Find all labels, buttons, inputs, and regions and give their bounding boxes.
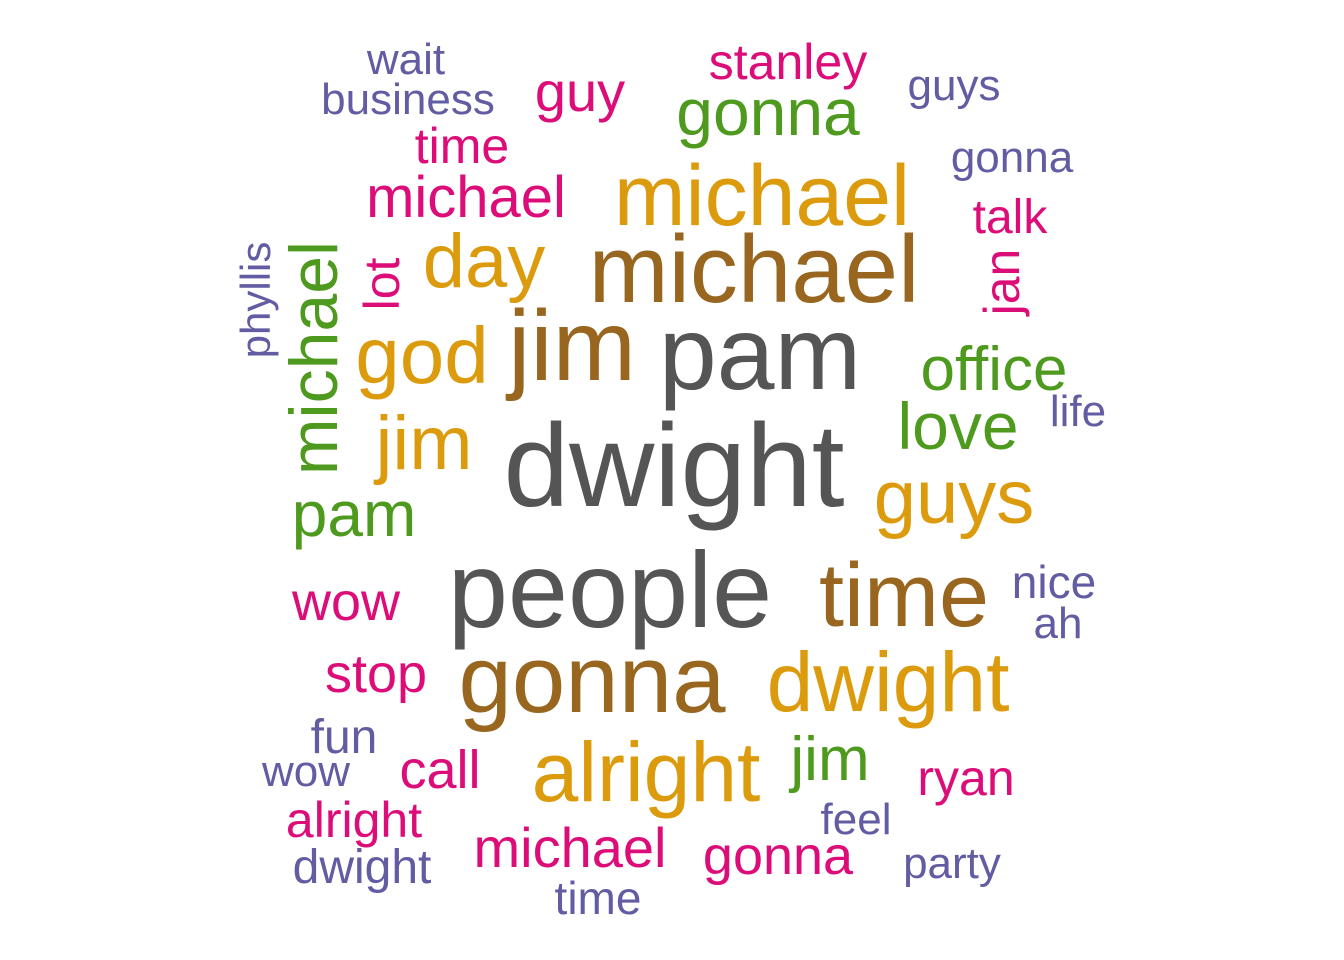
word-gonna-brown: gonna [458, 626, 726, 733]
word-michael-magenta-top: michael [366, 165, 566, 230]
word-michael-brown: michael [588, 216, 920, 323]
word-jim-gold: jim [375, 401, 473, 486]
word-alright-magenta: alright [285, 792, 423, 848]
word-wow-magenta: wow [291, 572, 401, 632]
word-business: business [321, 75, 495, 124]
word-wow-purple: wow [261, 747, 351, 796]
word-phyllis-vertical: phyllis [232, 241, 279, 359]
word-pam-large: pam [658, 296, 862, 412]
word-ah: ah [1033, 599, 1083, 648]
word-ryan: ryan [917, 750, 1015, 806]
word-day: day [422, 219, 546, 304]
word-pam-green: pam [291, 478, 417, 550]
word-people: people [447, 529, 773, 650]
word-love: love [897, 389, 1019, 463]
word-life: life [1049, 387, 1107, 436]
word-michael-gold: michael [613, 148, 911, 244]
word-feel: feel [820, 795, 892, 844]
word-gonna-magenta: gonna [702, 826, 854, 886]
word-michael-green-vertical: michael [276, 240, 352, 476]
word-talk: talk [972, 191, 1048, 244]
word-office: office [920, 335, 1068, 404]
word-dwight-gold: dwight [766, 635, 1010, 729]
word-stanley: stanley [708, 34, 868, 90]
word-call: call [399, 740, 481, 800]
word-dwight-large: dwight [503, 400, 845, 532]
word-jim-brown: jim [508, 290, 636, 402]
word-guys-purple: guys [907, 61, 1001, 110]
word-dwight-purple: dwight [292, 841, 432, 894]
word-stop: stop [324, 644, 428, 704]
word-party: party [903, 839, 1001, 888]
word-gonna-purple: gonna [950, 133, 1074, 182]
word-michael-magenta-bottom: michael [473, 816, 667, 879]
word-fun: fun [310, 711, 378, 764]
word-time-brown: time [818, 546, 990, 646]
word-nice: nice [1011, 556, 1097, 608]
word-jan-vertical: jan [974, 248, 1030, 316]
word-time-purple: time [554, 872, 642, 924]
word-guy: guy [534, 60, 626, 123]
word-jim-green: jim [790, 725, 870, 794]
word-wait: wait [366, 35, 446, 84]
word-lot-vertical: lot [354, 257, 410, 311]
word-time-magenta: time [414, 118, 510, 174]
word-guys-gold: guys [873, 455, 1035, 540]
word-god: god [355, 311, 489, 400]
word-gonna-green: gonna [676, 75, 860, 149]
word-alright-gold: alright [531, 725, 761, 819]
